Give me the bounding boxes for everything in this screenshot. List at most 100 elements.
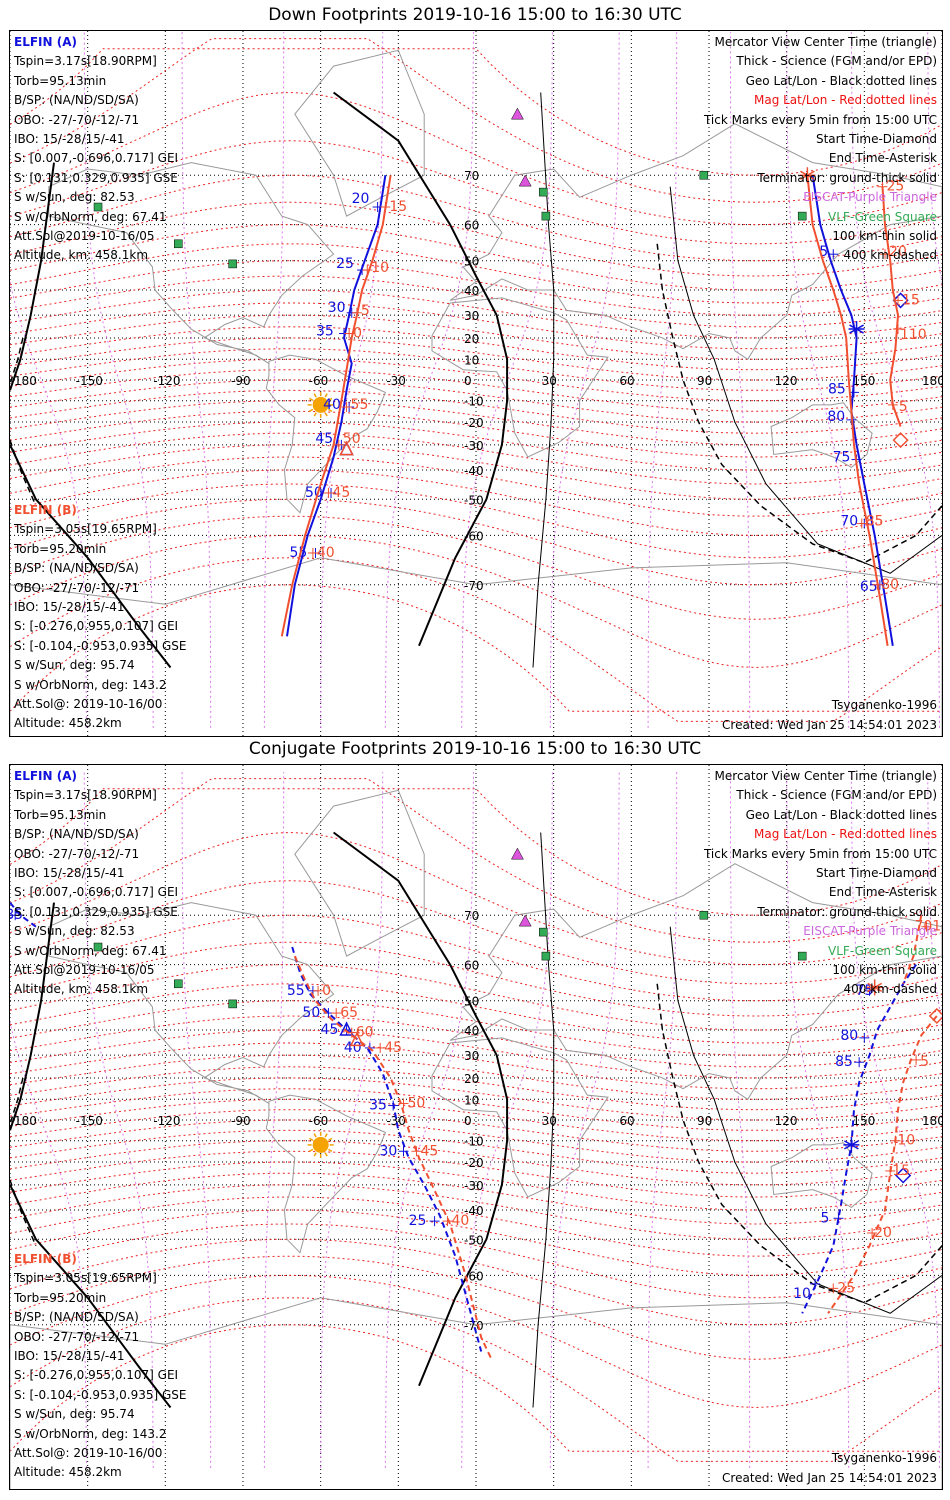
- mag-lat-line: [10, 91, 942, 226]
- mag-lon-line: [786, 32, 850, 728]
- elfin-b-line: S w/Sun, deg: 95.74: [14, 658, 135, 673]
- continent-outline: [265, 354, 387, 514]
- elfin-a-title: ELFIN (A): [14, 35, 77, 49]
- mag-lon-line: [83, 32, 154, 728]
- key-line: Geo Lat/Lon - Black dotted lines: [745, 807, 937, 822]
- terminator-400km: [656, 983, 942, 1304]
- elfin-b-line: Tspin=3.05s[19.65RPM]: [14, 1271, 157, 1286]
- key-line: 400 km-dashed: [843, 248, 937, 263]
- lat-tick-label: 50: [464, 255, 479, 269]
- mag-lat-line: [10, 421, 942, 471]
- lon-tick-label: 180: [922, 374, 942, 388]
- terminator-ground: [10, 902, 55, 1131]
- continent-outline: [48, 162, 335, 364]
- lat-tick-label: 10: [464, 1093, 479, 1107]
- mag-lat-line: [10, 389, 942, 434]
- tick-label: 85: [10, 907, 23, 923]
- lat-tick-label: -40: [464, 464, 484, 478]
- vlf-square: [699, 910, 709, 920]
- mag-lat-line: [10, 1238, 942, 1326]
- mag-lat-line: [10, 1140, 942, 1186]
- lon-tick-label: 180: [14, 1114, 37, 1128]
- tick-label: 75: [833, 450, 851, 466]
- mag-lat-line: [10, 1196, 942, 1257]
- conjugate-map-canvas: 180-150-120-90-60-3003060901201501807060…: [10, 765, 942, 1489]
- vlf-square: [228, 999, 237, 1009]
- elfin-b-line: S: [-0.104,-0.953,0.935] GSE: [14, 1387, 187, 1402]
- elfin-a-line: OBO: -27/-70/-12/-71: [14, 112, 140, 127]
- elfin-b-line: S w/OrbNorm, deg: 143.2: [14, 1426, 167, 1441]
- tick-label: 85: [835, 1054, 853, 1070]
- lon-tick-label: 30: [542, 1114, 557, 1128]
- terminator-100km: [669, 186, 942, 574]
- eiscat-triangle: [511, 107, 524, 120]
- tick-label: 10: [793, 1286, 811, 1302]
- mag-lat-line: [10, 379, 942, 423]
- elfin-b-line: IBO: 15/-28/15/-41: [14, 1349, 125, 1364]
- elfin-a-line: Att.Sol@2019-10-16/05: [14, 229, 155, 244]
- mag-lat-line: [10, 400, 942, 446]
- mag-lat-line: [10, 515, 942, 620]
- elfin-b-line: Torb=95.20min: [14, 541, 107, 556]
- lon-tick-label: -120: [153, 1114, 180, 1128]
- elfin-a-line: B/SP: (NA/ND/SD/SA): [14, 827, 139, 842]
- mag-lat-line: [10, 224, 942, 291]
- continent-outline: [294, 789, 425, 957]
- elfin-a-track: [10, 901, 37, 928]
- elfin-b-line: Att.Sol@: 2019-10-16/00: [14, 1446, 163, 1461]
- elfin-a-line: S w/Sun, deg: 82.53: [14, 924, 135, 939]
- tick-label: 30: [380, 1143, 398, 1159]
- mag-lat-line: [10, 1109, 942, 1152]
- key-line: 100 km-thin solid: [832, 963, 937, 978]
- elfin-a-line: Torb=95.13min: [14, 807, 107, 822]
- lat-tick-label: 50: [464, 995, 479, 1009]
- lat-tick-label: -60: [464, 1269, 484, 1283]
- mag-lat-line: [10, 1129, 942, 1174]
- continent-outline: [10, 557, 942, 736]
- center-triangle: [349, 1031, 365, 1047]
- elfin-b-line: Altitude: 458.2km: [14, 1465, 122, 1480]
- mag-lat-line: [10, 964, 942, 1031]
- elfin-b-line: B/SP: (NA/ND/SD/SA): [14, 1310, 139, 1325]
- mag-lat-line: [10, 243, 942, 304]
- continent-outline: [431, 297, 609, 458]
- key-line: 400 km-dashed: [843, 982, 937, 997]
- continent-outline: [431, 1037, 609, 1198]
- vlf-square: [93, 202, 103, 212]
- lat-tick-label: 60: [464, 959, 479, 973]
- lat-tick-label: -70: [464, 579, 484, 593]
- sun-ray: [328, 1148, 333, 1153]
- mag-lat-line: [10, 983, 942, 1044]
- tick-label: 45: [332, 485, 350, 501]
- map-key: Mercator View Center Time (triangle) Thi…: [704, 767, 937, 1000]
- elfin-b-line: S: [-0.276,0.955,0.107] GEI: [14, 619, 179, 634]
- mag-lat-line: [10, 369, 942, 412]
- sun-ray: [324, 393, 328, 398]
- terminator-400km: [10, 1179, 37, 1247]
- tick-label: 50: [302, 1005, 320, 1021]
- lat-tick-label: -20: [464, 416, 484, 430]
- tick-label: 110: [900, 327, 927, 343]
- key-line: End Time-Asterisk: [828, 151, 937, 166]
- map-key: Mercator View Center Time (triangle) Thi…: [704, 33, 937, 266]
- lon-tick-label: 150: [852, 374, 875, 388]
- sun-ray: [309, 397, 314, 402]
- tick-label: 10: [371, 260, 389, 276]
- lon-tick-label: 120: [775, 374, 798, 388]
- lat-tick-label: 30: [464, 1049, 479, 1063]
- continent-outline: [449, 863, 942, 1101]
- down-footprints-map: 180-150-120-90-60-3003060901201501807060…: [9, 30, 943, 737]
- eiscat-triangle: [518, 914, 532, 927]
- mag-lat-line: [10, 1119, 942, 1163]
- elfin-a-line: S: [0.007,-0.696,0.717] GEI: [14, 151, 179, 166]
- tick-label: 50: [408, 1095, 426, 1111]
- elfin-a-line: Att.Sol@2019-10-16/05: [14, 963, 155, 978]
- tick-label: 35: [369, 1098, 387, 1114]
- lon-tick-label: -90: [231, 1114, 251, 1128]
- sun-ray: [313, 412, 317, 417]
- tick-label: 5: [899, 399, 908, 415]
- mag-lat-line: [10, 358, 942, 402]
- key-line: EISCAT-Purple Triangle: [803, 190, 937, 205]
- lon-tick-label: -120: [153, 374, 180, 388]
- lat-tick-label: 60: [464, 219, 479, 233]
